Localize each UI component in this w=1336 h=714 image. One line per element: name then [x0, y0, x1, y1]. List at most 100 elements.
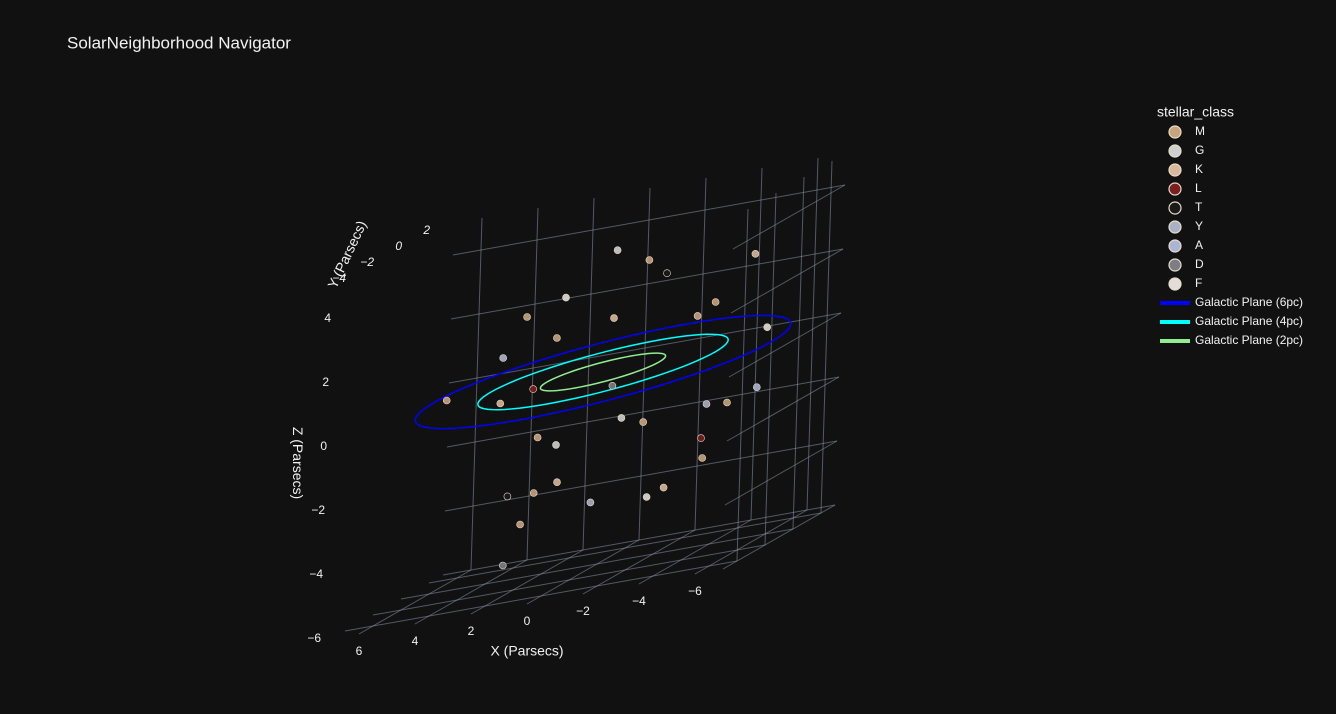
grid-line [470, 217, 483, 571]
star [693, 312, 702, 320]
grid-line [526, 207, 539, 561]
legend-label[interactable]: G [1195, 143, 1204, 157]
legend-label[interactable]: F [1195, 276, 1202, 290]
grid-line [414, 559, 528, 625]
star [533, 433, 542, 442]
star [503, 492, 512, 501]
y-tick-label: −2 [360, 255, 374, 269]
star [529, 489, 538, 497]
x-axis-title: X (Parsecs) [490, 643, 563, 659]
grid-line [726, 376, 840, 442]
chart-title: SolarNeighborhood Navigator [67, 33, 291, 52]
legend-label[interactable]: D [1195, 257, 1204, 271]
legend-label[interactable]: Y [1195, 219, 1203, 233]
grid-line [732, 184, 846, 250]
grid-line [764, 192, 777, 546]
star [659, 483, 668, 492]
galactic-plane [539, 352, 667, 392]
grid-line [344, 560, 738, 632]
legend-label[interactable]: K [1195, 162, 1203, 176]
legend-marker[interactable] [1168, 277, 1182, 291]
legend-marker[interactable] [1168, 125, 1182, 139]
legend-marker[interactable] [1168, 201, 1182, 215]
x-tick-label: 2 [468, 624, 475, 638]
grid-line [730, 248, 844, 314]
legend-marker[interactable] [1168, 220, 1182, 234]
star [608, 381, 617, 390]
star [723, 398, 731, 407]
legend-label[interactable]: M [1195, 124, 1205, 138]
grid-line [526, 539, 640, 605]
z-tick-label: −6 [307, 631, 321, 645]
legend-label[interactable]: Galactic Plane (6pc) [1195, 295, 1303, 309]
star [663, 269, 671, 278]
legend-label[interactable]: Galactic Plane (2pc) [1195, 333, 1303, 347]
star [751, 250, 760, 258]
star [498, 561, 507, 570]
grid-line [728, 312, 842, 378]
grid-line [792, 176, 805, 530]
z-tick-label: −2 [311, 503, 325, 517]
star [553, 334, 561, 342]
grid-line [470, 549, 584, 615]
grid-line [446, 376, 840, 448]
x-tick-label: −4 [632, 594, 646, 608]
x-tick-label: −2 [576, 604, 590, 618]
star [752, 383, 761, 392]
star [613, 246, 622, 254]
legend-marker[interactable] [1168, 182, 1182, 196]
star [639, 418, 648, 426]
grid-line [450, 248, 844, 320]
star [496, 399, 505, 408]
x-tick-label: 0 [524, 614, 531, 628]
legend-marker[interactable] [1168, 163, 1182, 177]
x-tick-label: −6 [688, 584, 702, 598]
star [552, 441, 560, 449]
z-tick-label: −4 [309, 567, 323, 581]
legend-marker[interactable] [1168, 144, 1182, 158]
z-tick-label: 4 [324, 311, 331, 325]
grid-line [442, 504, 836, 576]
grid-line [638, 519, 752, 585]
grid-line [582, 197, 595, 551]
star [610, 314, 618, 322]
star [697, 434, 705, 442]
star [529, 385, 538, 393]
star [645, 256, 654, 264]
z-tick-label: 0 [320, 439, 327, 453]
star [702, 400, 711, 408]
grid-line [358, 569, 472, 635]
star [711, 298, 720, 306]
legend-title: stellar_class [1157, 104, 1234, 120]
star [553, 478, 561, 487]
star [516, 520, 524, 529]
legend-label[interactable]: L [1195, 181, 1202, 195]
legend-label[interactable]: T [1195, 200, 1203, 214]
star [442, 396, 451, 405]
x-tick-label: 6 [356, 644, 363, 658]
grid-line [400, 528, 794, 600]
grid-line [806, 157, 819, 511]
z-tick-label: 2 [322, 375, 329, 389]
star [499, 354, 508, 362]
legend-marker[interactable] [1168, 239, 1182, 253]
star [586, 498, 595, 507]
star [523, 313, 531, 321]
star [562, 293, 570, 302]
legend-label[interactable]: A [1195, 238, 1203, 252]
y-tick-label: 2 [422, 223, 430, 237]
grid-line [722, 504, 836, 570]
legend-label[interactable]: Galactic Plane (4pc) [1195, 314, 1303, 328]
legend-marker[interactable] [1168, 258, 1182, 272]
z-axis-title: Z (Parsecs) [290, 427, 306, 499]
grid-line [694, 509, 808, 575]
y-tick-label: 0 [395, 239, 402, 253]
grid-line [736, 208, 749, 562]
grid-line [428, 512, 822, 584]
grid-line [448, 312, 842, 384]
star [642, 493, 651, 501]
star [617, 414, 626, 422]
grid-line [452, 184, 846, 256]
y-tick-label: −4 [332, 271, 346, 285]
